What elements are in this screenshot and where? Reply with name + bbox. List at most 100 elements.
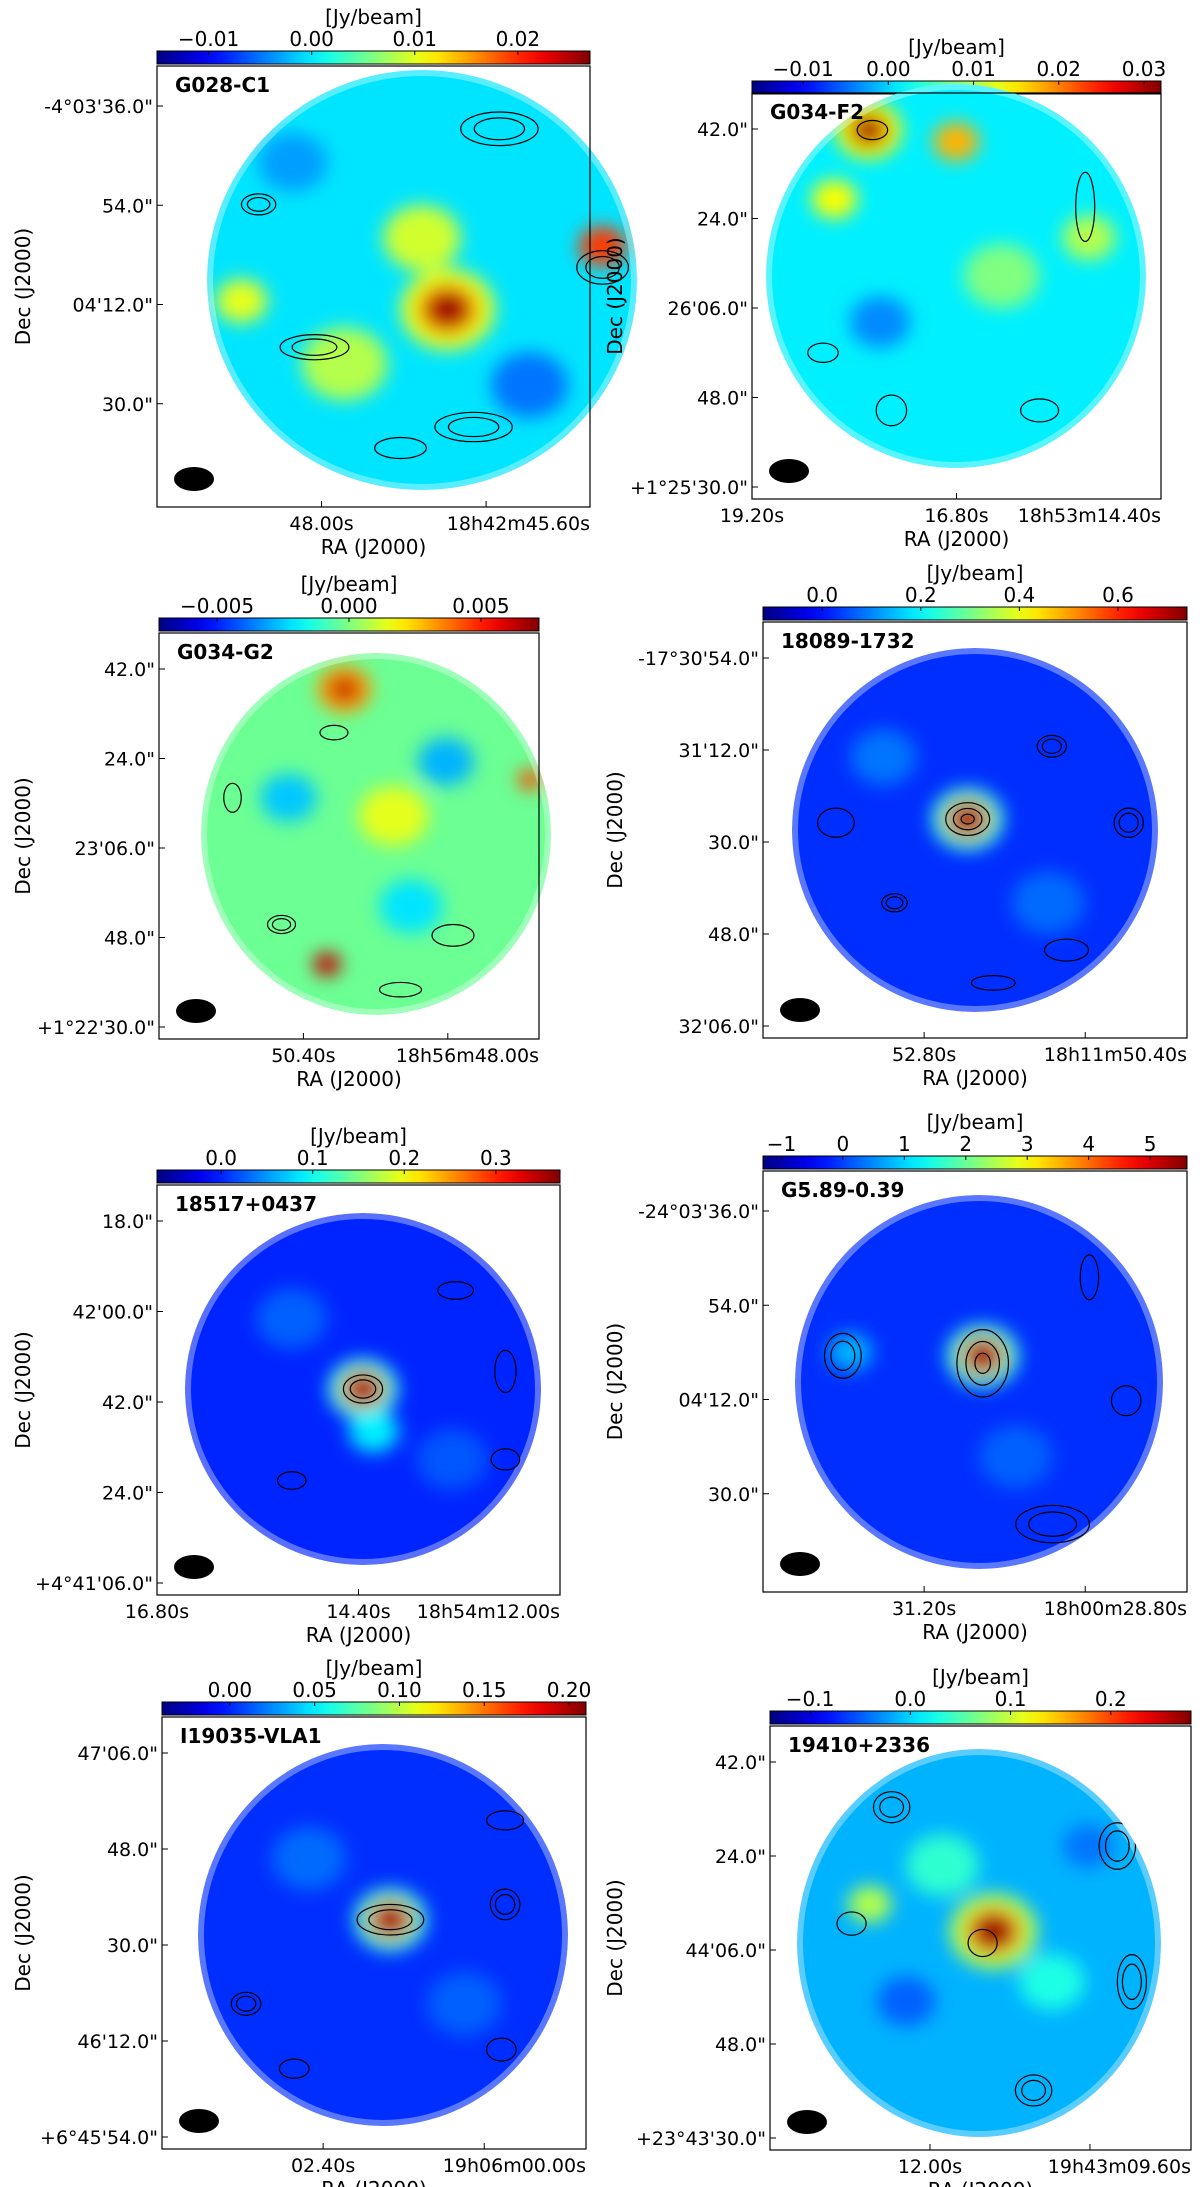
x-axis-label: RA (J2000) [306, 1623, 412, 1647]
intensity-map [198, 1744, 568, 2126]
colorbar-tick-label: 0.00 [866, 57, 911, 81]
x-tick-label: 16.80s [924, 505, 988, 527]
panel-4: [Jy/beam] 0.0 0.1 0.2 0.3 18517+0437 18.0" 42'0… [11, 1124, 561, 1647]
emission-blob [1011, 871, 1085, 934]
colorbar-tick-label: −0.01 [178, 27, 239, 51]
contour-line [1015, 1504, 1090, 1544]
contour-line [378, 981, 423, 998]
contour-line [830, 1340, 856, 1372]
colorbar-label: [Jy/beam] [908, 35, 1005, 59]
panel-0: [Jy/beam] −0.01 0.00 0.01 0.02 G028-C1 -4°03'3… [11, 5, 637, 559]
emission-blob [358, 786, 429, 846]
contour-line [970, 974, 1016, 991]
colorbar-tick-label: 0.1 [995, 1687, 1027, 1711]
intensity-map [185, 1213, 541, 1565]
emission-blob [383, 205, 461, 271]
x-tick-label: 19h43m09.60s [1048, 2156, 1191, 2178]
colorbar-tick-label: −0.01 [772, 57, 833, 81]
x-tick-label: 48.00s [289, 513, 353, 535]
colorbar-tick-label: 0.10 [377, 1678, 422, 1702]
contour-line [585, 255, 620, 279]
contour-line [967, 1928, 998, 1958]
colorbar-label: [Jy/beam] [301, 572, 398, 596]
y-axis-label: Dec (J2000) [603, 771, 627, 888]
x-tick-label: 31.20s [892, 1598, 956, 1620]
emission-blob [258, 133, 328, 192]
contour-line [1028, 1511, 1078, 1537]
x-axis-label: RA (J2000) [922, 1620, 1028, 1644]
y-tick-label: +23°43'30.0" [636, 2128, 766, 2150]
contour-line [1121, 1963, 1142, 2001]
y-tick-label: +1°22'30.0" [37, 1017, 155, 1039]
axes-frame [161, 1716, 587, 2150]
colorbar [156, 50, 591, 65]
contour-line [823, 1332, 862, 1379]
contour-line [349, 1379, 377, 1399]
contour-line [494, 1349, 517, 1394]
contour-line [489, 1888, 521, 1921]
contour-line [356, 1903, 425, 1936]
contour-line [1113, 807, 1144, 838]
y-axis-label: Dec (J2000) [603, 1879, 627, 1996]
contour-line [1041, 738, 1062, 754]
colorbar-tick-label: 0.02 [496, 27, 541, 51]
y-tick-label: 04'12.0" [73, 295, 153, 317]
panel-title: G034-G2 [177, 640, 274, 664]
colorbar-tick-label: 0 [837, 1132, 850, 1156]
x-tick-label: 18h56m48.00s [396, 1045, 539, 1067]
y-tick-label: 47'06.0" [78, 1743, 158, 1765]
y-tick-label: 54.0" [102, 195, 153, 217]
colorbar-tick-label: 0.3 [480, 1146, 512, 1170]
source-peak [973, 1914, 1014, 1949]
y-tick-label: 30.0" [107, 1935, 158, 1957]
contour-line [965, 1340, 1001, 1386]
emission-blob [933, 122, 979, 161]
x-axis-label: RA (J2000) [321, 2177, 427, 2187]
emission-blob [811, 179, 858, 219]
emission-blob [847, 1885, 892, 1923]
colorbar-tick-label: 0.15 [462, 1678, 507, 1702]
colorbar-label: [Jy/beam] [927, 561, 1024, 585]
y-tick-label: 46'12.0" [78, 2031, 158, 2053]
contour-line [431, 923, 475, 947]
contour-line [875, 394, 908, 427]
x-tick-label: 14.40s [326, 1601, 390, 1623]
x-axis-label: RA (J2000) [922, 1066, 1028, 1090]
y-axis-label: Dec (J2000) [603, 1323, 627, 1440]
emission-blob [906, 1834, 979, 1897]
emission-blob [272, 1827, 346, 1891]
colorbar-tick-label: 0.2 [388, 1146, 420, 1170]
contour-line [246, 196, 271, 212]
y-tick-label: 44'06.0" [686, 1940, 766, 1962]
emission-blob [313, 952, 341, 977]
axes-frame [158, 632, 540, 1040]
x-tick-label: 50.40s [271, 1045, 335, 1067]
panel-title: 19410+2336 [788, 1733, 930, 1757]
y-tick-label: 24.0" [715, 1846, 766, 1868]
contour-line [276, 1471, 307, 1490]
colorbar-label: [Jy/beam] [932, 1665, 1029, 1689]
emission-blob [490, 352, 569, 418]
contour-line [223, 782, 242, 813]
contour-line [490, 1448, 521, 1471]
contour-line [807, 342, 839, 363]
y-tick-label: 48.0" [107, 1839, 158, 1861]
emission-blob [427, 1972, 502, 2036]
colorbar-label: [Jy/beam] [310, 1124, 407, 1148]
x-tick-label: 12.00s [898, 2156, 962, 2178]
x-axis-label: RA (J2000) [928, 2178, 1034, 2187]
colorbar-tick-label: 0.2 [905, 583, 937, 607]
axes-frame [156, 65, 591, 508]
y-tick-label: -24°03'36.0" [638, 1201, 759, 1223]
emission-blob [301, 327, 388, 401]
y-axis-label: Dec (J2000) [11, 228, 35, 345]
source-peak [426, 291, 470, 328]
panel-title: G5.89-0.39 [781, 1178, 904, 1202]
y-tick-label: 24.0" [104, 749, 155, 771]
x-tick-label: 18h11m50.40s [1044, 1044, 1187, 1066]
colorbar-label: [Jy/beam] [927, 1110, 1024, 1134]
colorbar-label: [Jy/beam] [325, 5, 422, 29]
panel-title: G028-C1 [175, 73, 270, 97]
x-axis-label: RA (J2000) [321, 535, 427, 559]
